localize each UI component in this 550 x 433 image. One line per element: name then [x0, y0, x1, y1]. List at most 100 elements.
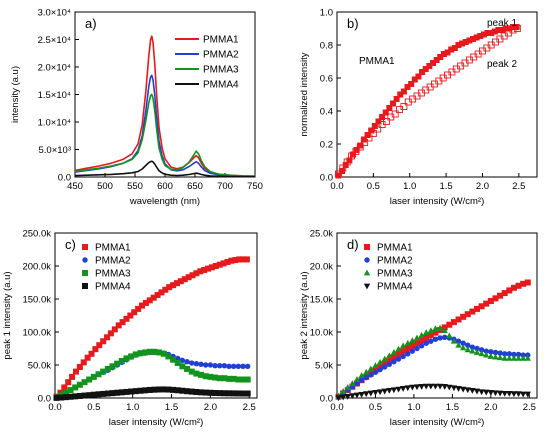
- data-point: [156, 349, 163, 356]
- data-point: [496, 354, 504, 361]
- y-tick-label: 0.0: [58, 173, 71, 184]
- data-point: [154, 292, 161, 299]
- data-point: [202, 373, 209, 380]
- y-axis-label: peak 2 intensity (a.u): [299, 271, 310, 359]
- data-point: [193, 388, 200, 395]
- data-point: [137, 350, 144, 357]
- data-point: [515, 355, 522, 361]
- data-point: [455, 341, 462, 348]
- y-tick-label: 2.5×10⁴: [38, 35, 71, 46]
- data-point: [506, 355, 513, 361]
- data-point: [488, 30, 495, 36]
- data-point: [418, 337, 425, 344]
- legend-marker: [82, 270, 88, 276]
- data-point: [390, 100, 396, 107]
- data-point: [450, 319, 457, 326]
- data-point: [372, 362, 379, 369]
- data-point: [515, 391, 522, 398]
- data-point: [414, 340, 420, 347]
- series-4: [53, 386, 251, 401]
- data-point: [450, 337, 458, 344]
- data-point: [230, 363, 237, 370]
- data-point: [464, 346, 471, 353]
- data-point: [444, 49, 451, 56]
- data-point: [491, 28, 498, 35]
- series-1: [335, 24, 520, 179]
- data-point: [189, 272, 196, 279]
- series-line: [74, 93, 256, 177]
- legend-entry: PMMA4: [377, 282, 413, 293]
- data-point: [114, 389, 121, 396]
- data-point: [400, 103, 408, 110]
- data-point: [423, 334, 430, 341]
- y-tick-label: 15.0k: [310, 295, 333, 306]
- data-point: [487, 353, 495, 359]
- data-point: [465, 342, 471, 348]
- chart-panel-2: 0.0 0.5 1.0 1.5 2.0 2.5 0.0 0.2 0.4 0.6 0.8 1.0 lase…: [299, 8, 538, 207]
- data-point: [395, 356, 402, 362]
- data-point: [497, 350, 503, 356]
- data-point: [367, 365, 375, 372]
- data-point: [363, 374, 369, 381]
- data-point: [100, 390, 107, 397]
- data-point: [441, 334, 448, 340]
- data-point: [418, 384, 425, 390]
- x-tick-label: 550: [127, 181, 143, 192]
- annotation-peak2: peak 2: [487, 59, 517, 70]
- data-point: [372, 389, 379, 396]
- data-point: [478, 389, 485, 396]
- data-point: [354, 380, 360, 387]
- data-point: [506, 287, 513, 294]
- data-point: [478, 303, 485, 310]
- data-point: [339, 164, 347, 172]
- data-point: [426, 63, 433, 69]
- legend-entry: PMMA1: [203, 35, 239, 46]
- data-point: [139, 302, 146, 309]
- y-tick-label: 25.0k: [310, 229, 333, 240]
- data-point: [228, 257, 235, 264]
- data-point: [413, 334, 421, 341]
- data-point: [203, 362, 209, 368]
- data-point: [446, 332, 453, 339]
- data-point: [111, 326, 118, 333]
- x-tick-label: 450: [67, 181, 83, 192]
- data-point: [226, 363, 232, 370]
- data-point: [432, 336, 439, 342]
- data-point: [437, 54, 444, 60]
- data-point: [501, 355, 508, 361]
- data-point: [90, 373, 97, 380]
- data-point: [381, 364, 388, 370]
- data-point: [353, 392, 361, 399]
- data-point: [515, 282, 522, 289]
- x-tick-label: 2.0: [204, 402, 217, 413]
- data-point: [381, 388, 388, 395]
- data-point: [217, 362, 223, 369]
- data-point: [404, 84, 411, 90]
- data-point: [376, 358, 384, 365]
- x-tick-label: 2.5: [512, 181, 525, 192]
- data-point: [358, 391, 365, 398]
- data-point: [221, 375, 228, 382]
- annotation-sample: PMMA1: [359, 56, 395, 67]
- data-point: [473, 34, 480, 41]
- data-point: [142, 349, 149, 356]
- data-point: [96, 342, 103, 349]
- data-point: [104, 390, 111, 397]
- data-point: [524, 391, 531, 398]
- x-tick-label: 1.5: [446, 402, 459, 413]
- data-point: [188, 368, 195, 375]
- data-point: [123, 315, 130, 322]
- data-point: [118, 389, 125, 396]
- series-2: [335, 334, 531, 400]
- data-point: [175, 355, 181, 362]
- data-point: [495, 27, 502, 33]
- data-point: [335, 170, 342, 178]
- data-point: [400, 353, 406, 360]
- data-point: [497, 292, 504, 299]
- data-point: [469, 308, 476, 315]
- data-point: [515, 351, 522, 358]
- data-point: [423, 329, 430, 336]
- data-point: [243, 256, 250, 263]
- data-point: [386, 352, 393, 359]
- legend-entry: PMMA3: [377, 269, 413, 280]
